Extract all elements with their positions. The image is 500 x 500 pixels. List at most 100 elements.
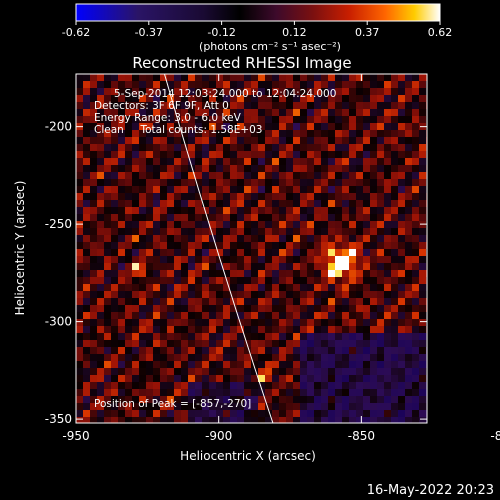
heatmap-cell <box>139 417 147 423</box>
heatmap-cell <box>321 396 329 404</box>
heatmap-cell <box>293 403 301 411</box>
heatmap-cell <box>419 144 427 152</box>
heatmap-cell <box>230 165 238 173</box>
heatmap-cell <box>300 263 308 271</box>
heatmap-cell <box>139 298 147 306</box>
heatmap-cell <box>167 200 175 208</box>
heatmap-cell <box>405 228 413 236</box>
heatmap-cell <box>97 284 105 292</box>
heatmap-cell <box>118 326 126 334</box>
heatmap-cell <box>251 263 259 271</box>
heatmap-cell <box>230 81 238 89</box>
heatmap-cell <box>398 144 406 152</box>
heatmap-cell <box>153 333 161 341</box>
heatmap-cell <box>195 109 203 117</box>
heatmap-cell <box>321 109 329 117</box>
heatmap-cell <box>244 277 252 285</box>
heatmap-cell <box>104 81 112 89</box>
heatmap-cell <box>363 88 371 96</box>
heatmap-cell <box>132 81 140 89</box>
heatmap-cell <box>265 312 273 320</box>
heatmap-cell <box>111 228 119 236</box>
heatmap-cell <box>209 333 217 341</box>
heatmap-cell <box>139 95 147 103</box>
heatmap-cell <box>244 312 252 320</box>
heatmap-cell <box>412 193 420 201</box>
heatmap-cell <box>265 249 273 257</box>
heatmap-cell <box>377 235 385 243</box>
heatmap-cell <box>363 256 371 264</box>
heatmap-cell <box>188 277 196 285</box>
y-tick-label: -250 <box>45 217 72 231</box>
heatmap-cell <box>384 340 392 348</box>
heatmap-cell <box>188 361 196 369</box>
heatmap-cell <box>111 88 119 96</box>
heatmap-cell <box>286 137 294 145</box>
heatmap-cell <box>146 333 154 341</box>
heatmap-cell <box>104 291 112 299</box>
heatmap-cell <box>111 270 119 278</box>
heatmap-cell <box>160 340 168 348</box>
heatmap-cell <box>132 263 140 271</box>
heatmap-cell <box>160 256 168 264</box>
heatmap-cell <box>412 228 420 236</box>
heatmap-cell <box>118 137 126 145</box>
heatmap-cell <box>328 368 336 376</box>
heatmap-cell <box>111 179 119 187</box>
heatmap-cell <box>258 88 266 96</box>
heatmap-cell <box>209 172 217 180</box>
heatmap-cell <box>244 130 252 138</box>
heatmap-cell <box>202 396 210 404</box>
heatmap-cell <box>118 123 126 131</box>
heatmap-cell <box>258 382 266 390</box>
heatmap-cell <box>286 130 294 138</box>
heatmap-cell <box>349 102 357 110</box>
heatmap-cell <box>146 312 154 320</box>
heatmap-cell <box>258 389 266 397</box>
heatmap-cell <box>356 382 364 390</box>
heatmap-cell <box>188 158 196 166</box>
heatmap-cell <box>237 95 245 103</box>
heatmap-cell <box>139 249 147 257</box>
heatmap-cell <box>125 263 133 271</box>
heatmap-cell <box>167 102 175 110</box>
heatmap-cell <box>139 256 147 264</box>
heatmap-cell <box>258 396 266 404</box>
heatmap-cell <box>286 403 294 411</box>
heatmap-cell <box>181 354 189 362</box>
heatmap-cell <box>391 410 399 418</box>
heatmap-cell <box>258 249 266 257</box>
heatmap-cell <box>398 207 406 215</box>
heatmap-cell <box>300 389 308 397</box>
heatmap-cell <box>405 214 413 222</box>
heatmap-cell <box>202 144 210 152</box>
heatmap-cell <box>384 417 392 423</box>
heatmap-cell <box>384 354 392 362</box>
heatmap-cell <box>258 228 266 236</box>
heatmap-cell <box>139 151 147 159</box>
heatmap-cell <box>258 361 266 369</box>
heatmap-cell <box>300 312 308 320</box>
heatmap-cell <box>321 417 329 423</box>
heatmap-cell <box>118 256 126 264</box>
heatmap-cell <box>97 312 105 320</box>
heatmap-cell <box>356 354 364 362</box>
heatmap-cell <box>342 340 350 348</box>
heatmap-cell <box>76 291 84 299</box>
heatmap-cell <box>279 81 287 89</box>
heatmap-cell <box>223 123 231 131</box>
heatmap-cell <box>230 116 238 124</box>
heatmap-cell <box>153 130 161 138</box>
heatmap-cell <box>97 298 105 306</box>
heatmap-cell <box>384 291 392 299</box>
heatmap-cell <box>419 207 427 215</box>
heatmap-cell <box>223 74 231 82</box>
heatmap-cell <box>419 340 427 348</box>
heatmap-cell <box>83 137 91 145</box>
heatmap-cell <box>160 249 168 257</box>
heatmap-cell <box>111 417 119 423</box>
heatmap-cell <box>195 95 203 103</box>
heatmap-cell <box>328 221 336 229</box>
heatmap-cell <box>405 144 413 152</box>
heatmap-cell <box>188 298 196 306</box>
